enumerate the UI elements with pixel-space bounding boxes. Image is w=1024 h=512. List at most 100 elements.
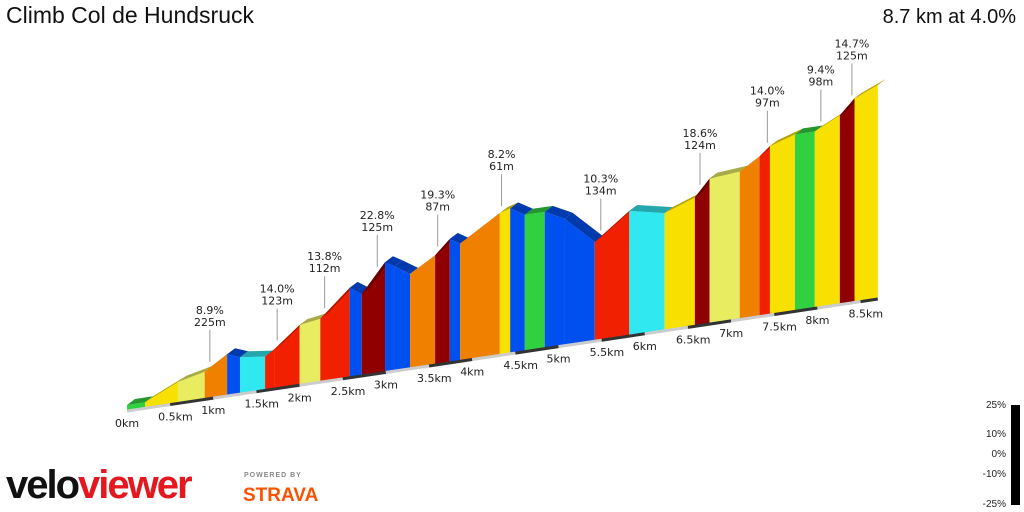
profile-segment	[664, 197, 695, 330]
profile-segment	[769, 134, 795, 315]
profile-segment	[410, 255, 436, 368]
profile-segment	[145, 381, 178, 408]
annotation-grade: 19.3%	[420, 188, 455, 201]
distance-axis-segment	[169, 396, 214, 407]
profile-segment-top	[769, 128, 803, 147]
annotation-length: 98m	[808, 76, 833, 89]
annotation-length: 225m	[194, 316, 226, 329]
profile-segment	[499, 208, 511, 355]
distance-axis-segment	[774, 306, 818, 316]
profile-segment-top	[709, 165, 748, 179]
distance-tick-label: 7km	[719, 327, 743, 340]
distance-tick-label: 8km	[805, 314, 829, 327]
profile-segment	[524, 211, 545, 351]
distance-tick-label: 5.5km	[590, 346, 625, 359]
annotation-grade: 8.9%	[196, 304, 224, 317]
profile-segment-top	[664, 191, 703, 214]
gradient-legend: 25% 10% 0% -10% -25%	[960, 398, 1024, 512]
profile-segment-top	[410, 249, 444, 274]
profile-segment-top	[510, 202, 533, 215]
distance-axis-segment	[817, 300, 861, 310]
profile-segment	[227, 354, 241, 396]
profile-segment	[510, 208, 525, 353]
annotation-length: 134m	[585, 185, 617, 198]
climb-summary: 8.7 km at 4.0%	[882, 6, 1016, 28]
profile-segment-top	[145, 375, 186, 403]
profile-segment	[629, 210, 665, 336]
annotation-length: 87m	[425, 200, 450, 213]
annotation-grade: 8.2%	[488, 148, 516, 161]
profile-segment	[299, 318, 321, 385]
distance-axis-segment	[601, 332, 646, 342]
legend-label: -10%	[982, 469, 1006, 480]
profile-segment-top	[594, 204, 638, 243]
profile-segment	[361, 262, 386, 375]
annotation-grade: 18.6%	[683, 127, 718, 140]
profile-segment-top	[499, 202, 519, 213]
profile-segment	[709, 171, 740, 324]
veloviewer-logo: veloviewer POWERED BY STRAVA	[6, 462, 336, 510]
annotation-grade: 14.0%	[260, 283, 295, 296]
distance-tick-label: 6km	[633, 340, 657, 353]
legend-label: 0%	[991, 449, 1006, 460]
profile-segment	[127, 402, 146, 410]
annotation-length: 125m	[361, 221, 393, 234]
profile-segment	[594, 210, 630, 341]
annotation-length: 97m	[755, 97, 780, 110]
distance-axis-segment	[385, 364, 430, 374]
profile-segment	[739, 156, 760, 319]
distance-axis-segment	[471, 351, 516, 362]
profile-segment	[794, 131, 815, 311]
profile-segment-top	[794, 125, 823, 135]
profile-segment-top	[629, 204, 673, 214]
legend-label: 25%	[985, 400, 1006, 411]
profile-segment	[177, 371, 205, 403]
profile-segment	[854, 85, 878, 302]
profile-segment-top	[299, 312, 329, 325]
profile-segment	[694, 178, 710, 326]
logo-velo: velo	[6, 463, 80, 507]
distance-axis-segment	[558, 338, 602, 349]
profile-segment-top	[127, 396, 154, 405]
annotation-length: 124m	[684, 139, 716, 152]
annotation-grade: 13.8%	[307, 250, 342, 263]
distance-tick-label: 3.5km	[417, 372, 452, 385]
distance-tick-label: 1km	[201, 404, 225, 417]
profile-segment-top	[227, 348, 249, 358]
profile-segment	[240, 356, 266, 394]
page-title: Climb Col de Hundsruck	[6, 2, 254, 28]
profile-segment	[265, 349, 275, 390]
distance-axis-segment	[342, 370, 387, 381]
distance-tick-label: 4km	[460, 366, 484, 379]
annotation-grade: 22.8%	[360, 209, 395, 222]
annotation-grade: 10.3%	[583, 173, 618, 186]
annotation-grade: 14.7%	[834, 37, 869, 50]
profile-segment-top	[814, 109, 848, 132]
annotation-length: 125m	[836, 49, 868, 62]
distance-tick-label: 3km	[374, 378, 398, 391]
distance-axis-segment	[860, 297, 879, 304]
profile-segment-top	[177, 365, 213, 382]
distance-tick-label: 7.5km	[762, 320, 797, 333]
profile-segment-top	[274, 318, 308, 350]
distance-tick-label: 4.5km	[503, 359, 538, 372]
distance-axis-segment	[126, 403, 171, 413]
distance-axis-segment	[256, 383, 300, 394]
distance-tick-label: 0.5km	[158, 411, 193, 424]
profile-segment	[394, 266, 411, 371]
distance-axis-segment	[213, 390, 257, 400]
distance-axis-segment	[644, 325, 689, 336]
annotation-length: 61m	[489, 160, 514, 173]
profile-segment	[544, 211, 565, 348]
profile-segment-top	[854, 79, 886, 99]
legend-label: 10%	[985, 429, 1006, 440]
distance-tick-label: 1.5km	[244, 398, 279, 411]
profile-segment	[759, 146, 770, 316]
profile-segment	[435, 238, 450, 365]
profile-segment-top	[240, 350, 274, 358]
profile-segment-top	[394, 260, 419, 274]
annotation-grade: 14.0%	[750, 85, 785, 98]
distance-axis-segment	[687, 319, 732, 329]
powered-by-label: POWERED BY	[244, 472, 302, 479]
